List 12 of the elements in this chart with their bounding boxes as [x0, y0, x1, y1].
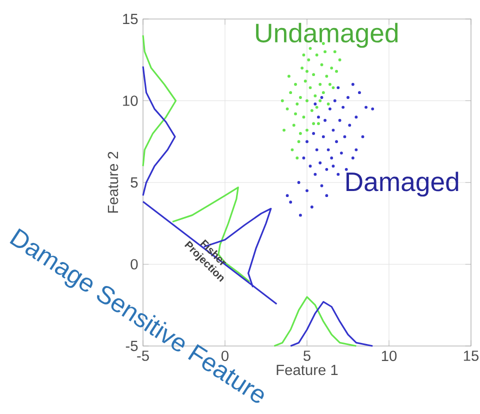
x-axis-title: Feature 1: [276, 364, 338, 376]
series-label: Damaged: [346, 172, 458, 197]
x-tick-label: 10: [382, 350, 397, 362]
y-axis-title: Feature 2: [108, 152, 118, 213]
x-tick-label: -5: [137, 350, 149, 361]
y-tick-label: 5: [130, 177, 138, 188]
y-tick-label: 10: [123, 96, 138, 106]
y-tick-label: 0: [130, 259, 138, 270]
y-tick-label: 15: [123, 14, 138, 24]
x-tick-label: 5: [304, 350, 310, 361]
series-label: Undamaged: [256, 22, 398, 48]
x-tick-label: 15: [464, 350, 479, 361]
